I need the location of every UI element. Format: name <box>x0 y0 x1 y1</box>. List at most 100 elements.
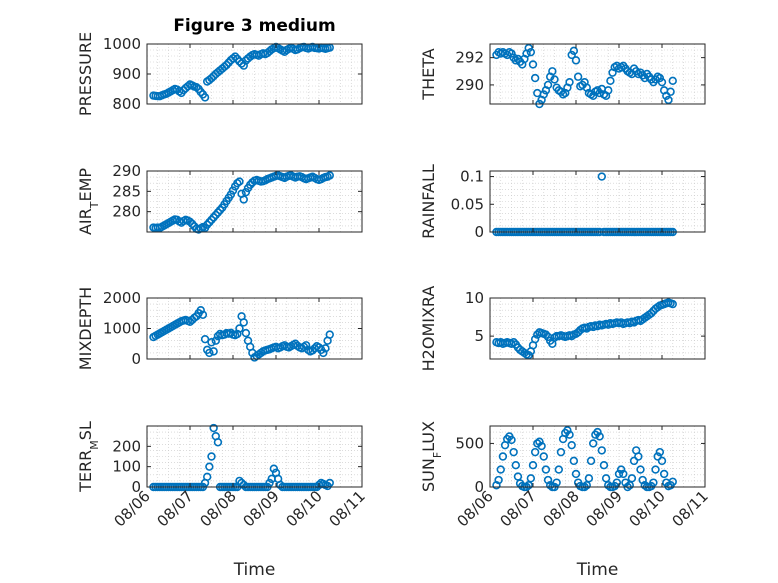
data-points <box>492 426 677 492</box>
data-point <box>239 61 248 70</box>
data-point <box>616 465 626 474</box>
data-point <box>565 430 574 439</box>
data-point <box>226 190 236 199</box>
data-point <box>265 478 274 488</box>
data-point <box>209 423 218 433</box>
y-tick-label: 500 <box>455 434 484 452</box>
data-point <box>524 43 533 53</box>
data-point <box>541 330 551 339</box>
data-point <box>319 348 328 358</box>
data-point <box>571 469 581 479</box>
y-tick-label: 290 <box>455 76 484 94</box>
data-point <box>573 72 583 81</box>
data-point <box>241 328 251 338</box>
y-tick-label: 1000 <box>103 35 141 53</box>
y-tick-label: 0.1 <box>460 168 484 186</box>
data-point <box>567 440 576 450</box>
y-tick-label: 5 <box>474 327 484 345</box>
y-tick-label: 10 <box>465 289 484 307</box>
data-point <box>539 90 548 99</box>
data-point <box>593 427 602 437</box>
data-point <box>203 472 212 482</box>
data-point <box>207 452 216 461</box>
data-point <box>528 461 538 470</box>
data-point <box>571 56 581 65</box>
data-points <box>492 43 677 109</box>
data-points <box>492 298 677 360</box>
data-points <box>149 171 334 234</box>
data-point <box>196 306 205 315</box>
data-point <box>649 478 658 487</box>
data-point <box>526 474 536 483</box>
y-axis-label: H2OMIXRA <box>419 286 438 372</box>
data-point <box>321 344 330 353</box>
y-tick-label: 900 <box>112 65 141 83</box>
x-axis-label: Time <box>233 560 276 580</box>
data-point <box>526 47 536 57</box>
y-axis-label: TERRMSL <box>76 421 101 493</box>
data-point <box>569 46 579 56</box>
data-point <box>207 338 216 347</box>
y-axis-label: THETA <box>419 48 438 100</box>
data-point <box>308 346 317 355</box>
x-axis-label: Time <box>576 560 619 580</box>
data-point <box>239 318 248 327</box>
data-point <box>192 82 201 92</box>
data-point <box>325 171 334 180</box>
data-point <box>567 50 576 60</box>
data-point <box>604 86 613 95</box>
y-tick-label: 0 <box>131 478 141 496</box>
data-point <box>235 177 244 186</box>
subplot-6: 5 10 H2OMIXRA <box>419 286 706 372</box>
data-point <box>668 477 677 486</box>
data-point <box>537 441 546 451</box>
data-point <box>528 60 538 69</box>
data-point <box>213 438 223 447</box>
data-point <box>269 464 279 473</box>
subplot-1: 800 900 1000 PRESSURE Figure 3 medium <box>76 16 363 116</box>
data-point <box>569 456 579 466</box>
y-axis-label: AIRTEMP <box>76 168 101 235</box>
data-point <box>205 348 214 358</box>
data-point <box>535 437 544 446</box>
data-point <box>509 338 518 347</box>
data-point <box>552 478 561 487</box>
data-point <box>507 49 516 58</box>
data-point <box>653 452 662 461</box>
y-tick-label: 1000 <box>103 320 141 338</box>
data-point <box>606 76 615 86</box>
axes-box <box>489 170 706 233</box>
data-point <box>530 334 540 344</box>
data-point <box>511 461 520 470</box>
data-point <box>668 76 677 86</box>
y-tick-label: 800 <box>112 95 141 113</box>
data-point <box>563 426 572 435</box>
data-point <box>651 465 660 474</box>
data-point <box>325 330 334 339</box>
subplot-5: 0 1000 2000 MIXDEPTH <box>76 287 363 370</box>
data-point <box>548 67 557 76</box>
data-point <box>584 474 594 483</box>
data-point <box>496 465 505 474</box>
data-point <box>205 462 214 471</box>
data-point <box>655 73 665 83</box>
data-point <box>494 475 503 485</box>
data-point <box>586 456 596 466</box>
data-point <box>207 73 216 83</box>
data-point <box>550 75 559 84</box>
data-point <box>657 77 667 87</box>
data-point <box>301 341 311 350</box>
data-point <box>657 456 667 466</box>
data-point <box>498 452 508 461</box>
y-tick-label: 280 <box>112 203 141 221</box>
y-tick-label: 0 <box>131 350 141 368</box>
data-point <box>185 217 195 227</box>
y-axis-label: RAINFALL <box>419 164 438 239</box>
y-tick-label: 285 <box>112 182 141 200</box>
data-point <box>666 87 675 96</box>
y-tick-label: 0.05 <box>451 195 484 213</box>
subplot-2: 290 292 THETA <box>419 43 706 109</box>
data-point <box>554 465 563 474</box>
data-point <box>211 336 221 345</box>
